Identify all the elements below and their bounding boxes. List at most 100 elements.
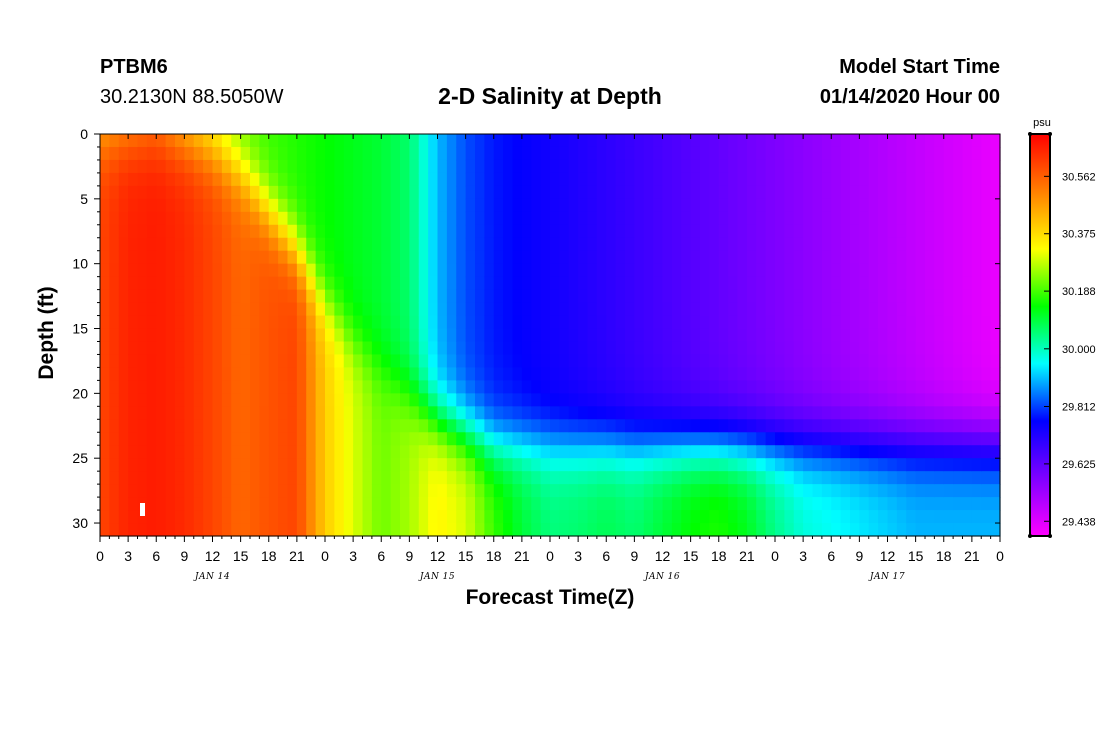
heatmap-cell (568, 523, 579, 537)
heatmap-cell (653, 250, 664, 265)
heatmap-cell (662, 367, 673, 381)
heatmap-cell (409, 263, 420, 278)
heatmap-cell (915, 419, 926, 433)
heatmap-cell (690, 432, 701, 446)
heatmap-cell (887, 146, 898, 161)
heatmap-cell (540, 510, 551, 524)
heatmap-cell (184, 315, 195, 330)
heatmap-cell (765, 224, 776, 239)
heatmap-cell (250, 380, 260, 394)
heatmap-cell (690, 523, 701, 537)
heatmap-cell (606, 380, 617, 394)
heatmap-cell (296, 224, 307, 239)
heatmap-cell (559, 471, 570, 485)
heatmap-cell (962, 237, 973, 252)
heatmap-cell (850, 289, 860, 304)
heatmap-cell (371, 367, 382, 381)
heatmap-cell (868, 198, 879, 213)
heatmap-cell (325, 289, 335, 304)
heatmap-cell (362, 172, 373, 187)
heatmap-cell (484, 341, 495, 356)
heatmap-cell (671, 432, 682, 446)
heatmap-cell (943, 146, 954, 161)
heatmap-cell (671, 146, 682, 161)
heatmap-cell (250, 328, 260, 343)
heatmap-cell (540, 198, 551, 213)
heatmap-cell (475, 146, 485, 161)
heatmap-cell (793, 393, 804, 407)
heatmap-cell (746, 172, 757, 187)
heatmap-cell (287, 315, 298, 330)
heatmap-cell (231, 224, 242, 239)
heatmap-cell (212, 263, 223, 278)
heatmap-cell (962, 419, 973, 433)
heatmap-cell (737, 458, 748, 472)
heatmap-cell (521, 484, 532, 498)
heatmap-cell (156, 276, 167, 291)
heatmap-cell (371, 172, 382, 187)
heatmap-cell (287, 523, 298, 537)
heatmap-cell (746, 211, 757, 226)
heatmap-cell (409, 354, 420, 369)
heatmap-cell (531, 380, 542, 394)
heatmap-cell (362, 211, 373, 226)
heatmap-cell (634, 432, 645, 446)
heatmap-cell (953, 510, 964, 524)
heatmap-cell (671, 224, 682, 239)
heatmap-cell (475, 523, 485, 537)
heatmap-cell (671, 510, 682, 524)
heatmap-cell (465, 315, 476, 330)
heatmap-cell (484, 367, 495, 381)
heatmap-cell (240, 185, 251, 200)
heatmap-cell (925, 523, 935, 537)
heatmap-cell (812, 172, 823, 187)
heatmap-cell (353, 198, 364, 213)
heatmap-cell (400, 341, 410, 356)
heatmap-cell (493, 419, 504, 433)
heatmap-cell (268, 276, 279, 291)
heatmap-cell (793, 250, 804, 265)
heatmap-cell (681, 172, 692, 187)
heatmap-cell (109, 510, 120, 524)
heatmap-cell (212, 159, 223, 174)
x-tick-label: 18 (486, 548, 502, 564)
heatmap-cell (559, 211, 570, 226)
heatmap-cell (925, 497, 935, 511)
heatmap-cell (484, 432, 495, 446)
heatmap-cell (953, 224, 964, 239)
heatmap-cell (221, 406, 232, 420)
heatmap-cell (859, 354, 870, 369)
heatmap-cell (578, 458, 589, 472)
heatmap-cell (953, 198, 964, 213)
heatmap-cell (662, 185, 673, 200)
heatmap-cell (550, 406, 560, 420)
heatmap-cell (381, 276, 392, 291)
heatmap-cell (671, 406, 682, 420)
heatmap-cell (578, 237, 589, 252)
heatmap-cell (484, 328, 495, 343)
heatmap-cell (559, 328, 570, 343)
heatmap-cell (240, 367, 251, 381)
heatmap-cell (775, 185, 785, 200)
heatmap-cell (671, 497, 682, 511)
heatmap-cell (859, 146, 870, 161)
heatmap-cell (512, 172, 523, 187)
heatmap-cell (821, 510, 832, 524)
heatmap-cell (212, 224, 223, 239)
heatmap-cell (568, 328, 579, 343)
heatmap-cell (456, 445, 467, 459)
heatmap-cell (493, 510, 504, 524)
heatmap-cell (596, 289, 607, 304)
heatmap-cell (521, 185, 532, 200)
heatmap-cell (203, 250, 214, 265)
heatmap-cell (418, 484, 429, 498)
heatmap-cell (400, 406, 410, 420)
heatmap-cell (812, 328, 823, 343)
heatmap-cell (775, 276, 785, 291)
heatmap-cell (803, 367, 814, 381)
heatmap-cell (156, 497, 167, 511)
heatmap-cell (971, 250, 982, 265)
heatmap-cell (231, 458, 242, 472)
x-tick-label: 12 (655, 548, 671, 564)
heatmap-cell (128, 341, 139, 356)
